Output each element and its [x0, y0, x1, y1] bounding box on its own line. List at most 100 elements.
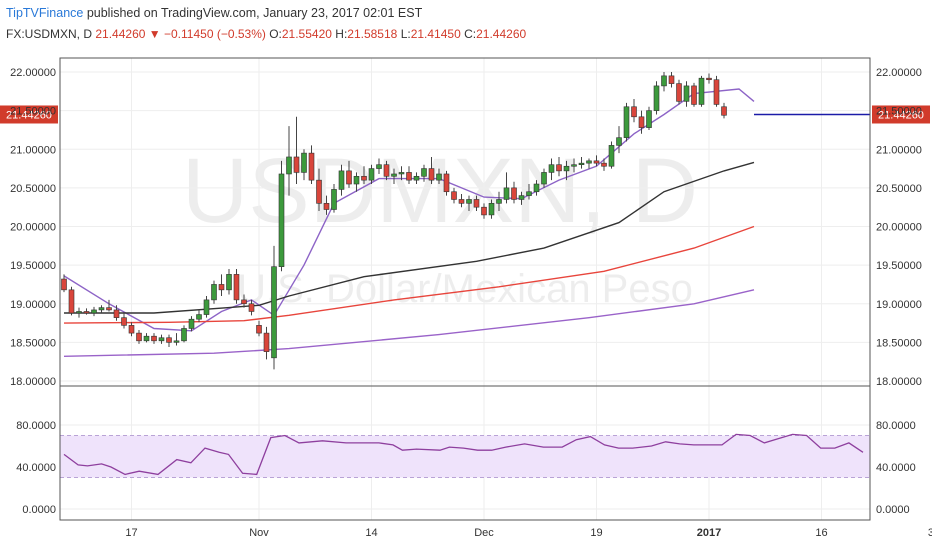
candle[interactable] [158, 334, 165, 344]
candle[interactable] [571, 158, 577, 173]
y-tick-left: 22.00000 [10, 67, 56, 79]
candles[interactable] [61, 72, 727, 370]
ma-mid-line[interactable] [64, 161, 755, 314]
rsi-line[interactable] [63, 433, 864, 476]
candle[interactable] [466, 195, 472, 212]
candle[interactable] [676, 79, 682, 105]
candle[interactable] [473, 195, 480, 212]
candle[interactable] [406, 166, 412, 185]
candle[interactable] [68, 286, 75, 316]
candle[interactable] [196, 309, 202, 323]
candle[interactable] [721, 102, 727, 119]
candle[interactable] [188, 316, 195, 332]
candle[interactable] [286, 126, 292, 196]
candle[interactable] [233, 268, 240, 304]
candle[interactable] [413, 172, 420, 185]
candle[interactable] [541, 168, 547, 188]
candle[interactable] [263, 326, 270, 360]
candle[interactable] [91, 306, 97, 317]
candle[interactable] [631, 99, 637, 123]
candle[interactable] [481, 203, 487, 219]
candle[interactable] [98, 305, 105, 314]
candle[interactable] [76, 307, 82, 318]
candle[interactable] [488, 199, 495, 219]
candle[interactable] [113, 305, 120, 321]
ma-long-line[interactable] [63, 289, 755, 357]
candle[interactable] [616, 126, 622, 154]
candle[interactable] [278, 160, 285, 272]
candle[interactable] [271, 245, 277, 370]
candle[interactable] [218, 274, 225, 297]
candle[interactable] [301, 149, 307, 181]
candle[interactable] [608, 141, 615, 169]
candle[interactable] [436, 168, 442, 185]
candle[interactable] [458, 194, 465, 208]
candle[interactable] [578, 156, 585, 169]
candle[interactable] [518, 191, 525, 205]
candle[interactable] [323, 195, 330, 215]
candle[interactable] [421, 164, 427, 182]
candle[interactable] [308, 145, 315, 185]
candle[interactable] [451, 187, 457, 204]
candle[interactable] [173, 333, 180, 346]
candle[interactable] [83, 308, 90, 315]
symbol-label[interactable]: FX:USDMXN, D [6, 27, 93, 41]
candle[interactable] [563, 160, 570, 181]
candle[interactable] [61, 274, 67, 293]
candle[interactable] [331, 184, 337, 213]
candle[interactable] [241, 294, 247, 308]
candle[interactable] [706, 73, 712, 84]
candle[interactable] [391, 168, 397, 185]
candle[interactable] [256, 320, 262, 337]
candle[interactable] [691, 82, 697, 107]
candle[interactable] [338, 164, 345, 196]
candle[interactable] [376, 158, 382, 174]
candle[interactable] [548, 158, 555, 181]
candle[interactable] [683, 81, 690, 107]
candle[interactable] [593, 155, 600, 167]
candle[interactable] [661, 72, 667, 92]
candle[interactable] [646, 106, 652, 130]
candle[interactable] [638, 110, 645, 134]
candle[interactable] [226, 268, 232, 295]
candle[interactable] [151, 333, 157, 344]
candle[interactable] [601, 158, 607, 171]
candle[interactable] [668, 72, 675, 88]
candle[interactable] [428, 156, 435, 185]
candle[interactable] [368, 164, 375, 185]
candle[interactable] [653, 81, 660, 115]
candle[interactable] [511, 181, 517, 204]
candle[interactable] [166, 334, 172, 348]
candle[interactable] [526, 184, 532, 200]
candle[interactable] [143, 333, 150, 343]
candle[interactable] [623, 102, 630, 142]
candle[interactable] [106, 299, 112, 312]
candle[interactable] [353, 172, 360, 192]
candle[interactable] [203, 296, 210, 318]
rsi-pane[interactable] [60, 433, 870, 478]
candle[interactable] [556, 156, 562, 177]
candle[interactable] [533, 180, 540, 196]
candle[interactable] [503, 172, 510, 204]
candle[interactable] [586, 158, 592, 169]
candle[interactable] [316, 168, 322, 212]
support-level[interactable]: 21.44260 21.44260 [0, 105, 930, 124]
candle[interactable] [293, 116, 300, 185]
candle[interactable] [248, 299, 255, 316]
candle[interactable] [128, 322, 135, 337]
candle[interactable] [121, 313, 127, 329]
candle-body [248, 303, 255, 312]
candle[interactable] [181, 325, 187, 343]
candle[interactable] [713, 75, 720, 107]
candle[interactable] [383, 160, 390, 181]
candle[interactable] [496, 191, 502, 212]
candle[interactable] [346, 160, 352, 188]
candle[interactable] [398, 166, 405, 181]
candle[interactable] [211, 280, 217, 304]
candle[interactable] [136, 330, 142, 344]
brand-link[interactable]: TipTVFinance [6, 6, 84, 20]
candle[interactable] [698, 75, 705, 107]
candle[interactable] [443, 170, 450, 196]
candle[interactable] [361, 166, 367, 185]
